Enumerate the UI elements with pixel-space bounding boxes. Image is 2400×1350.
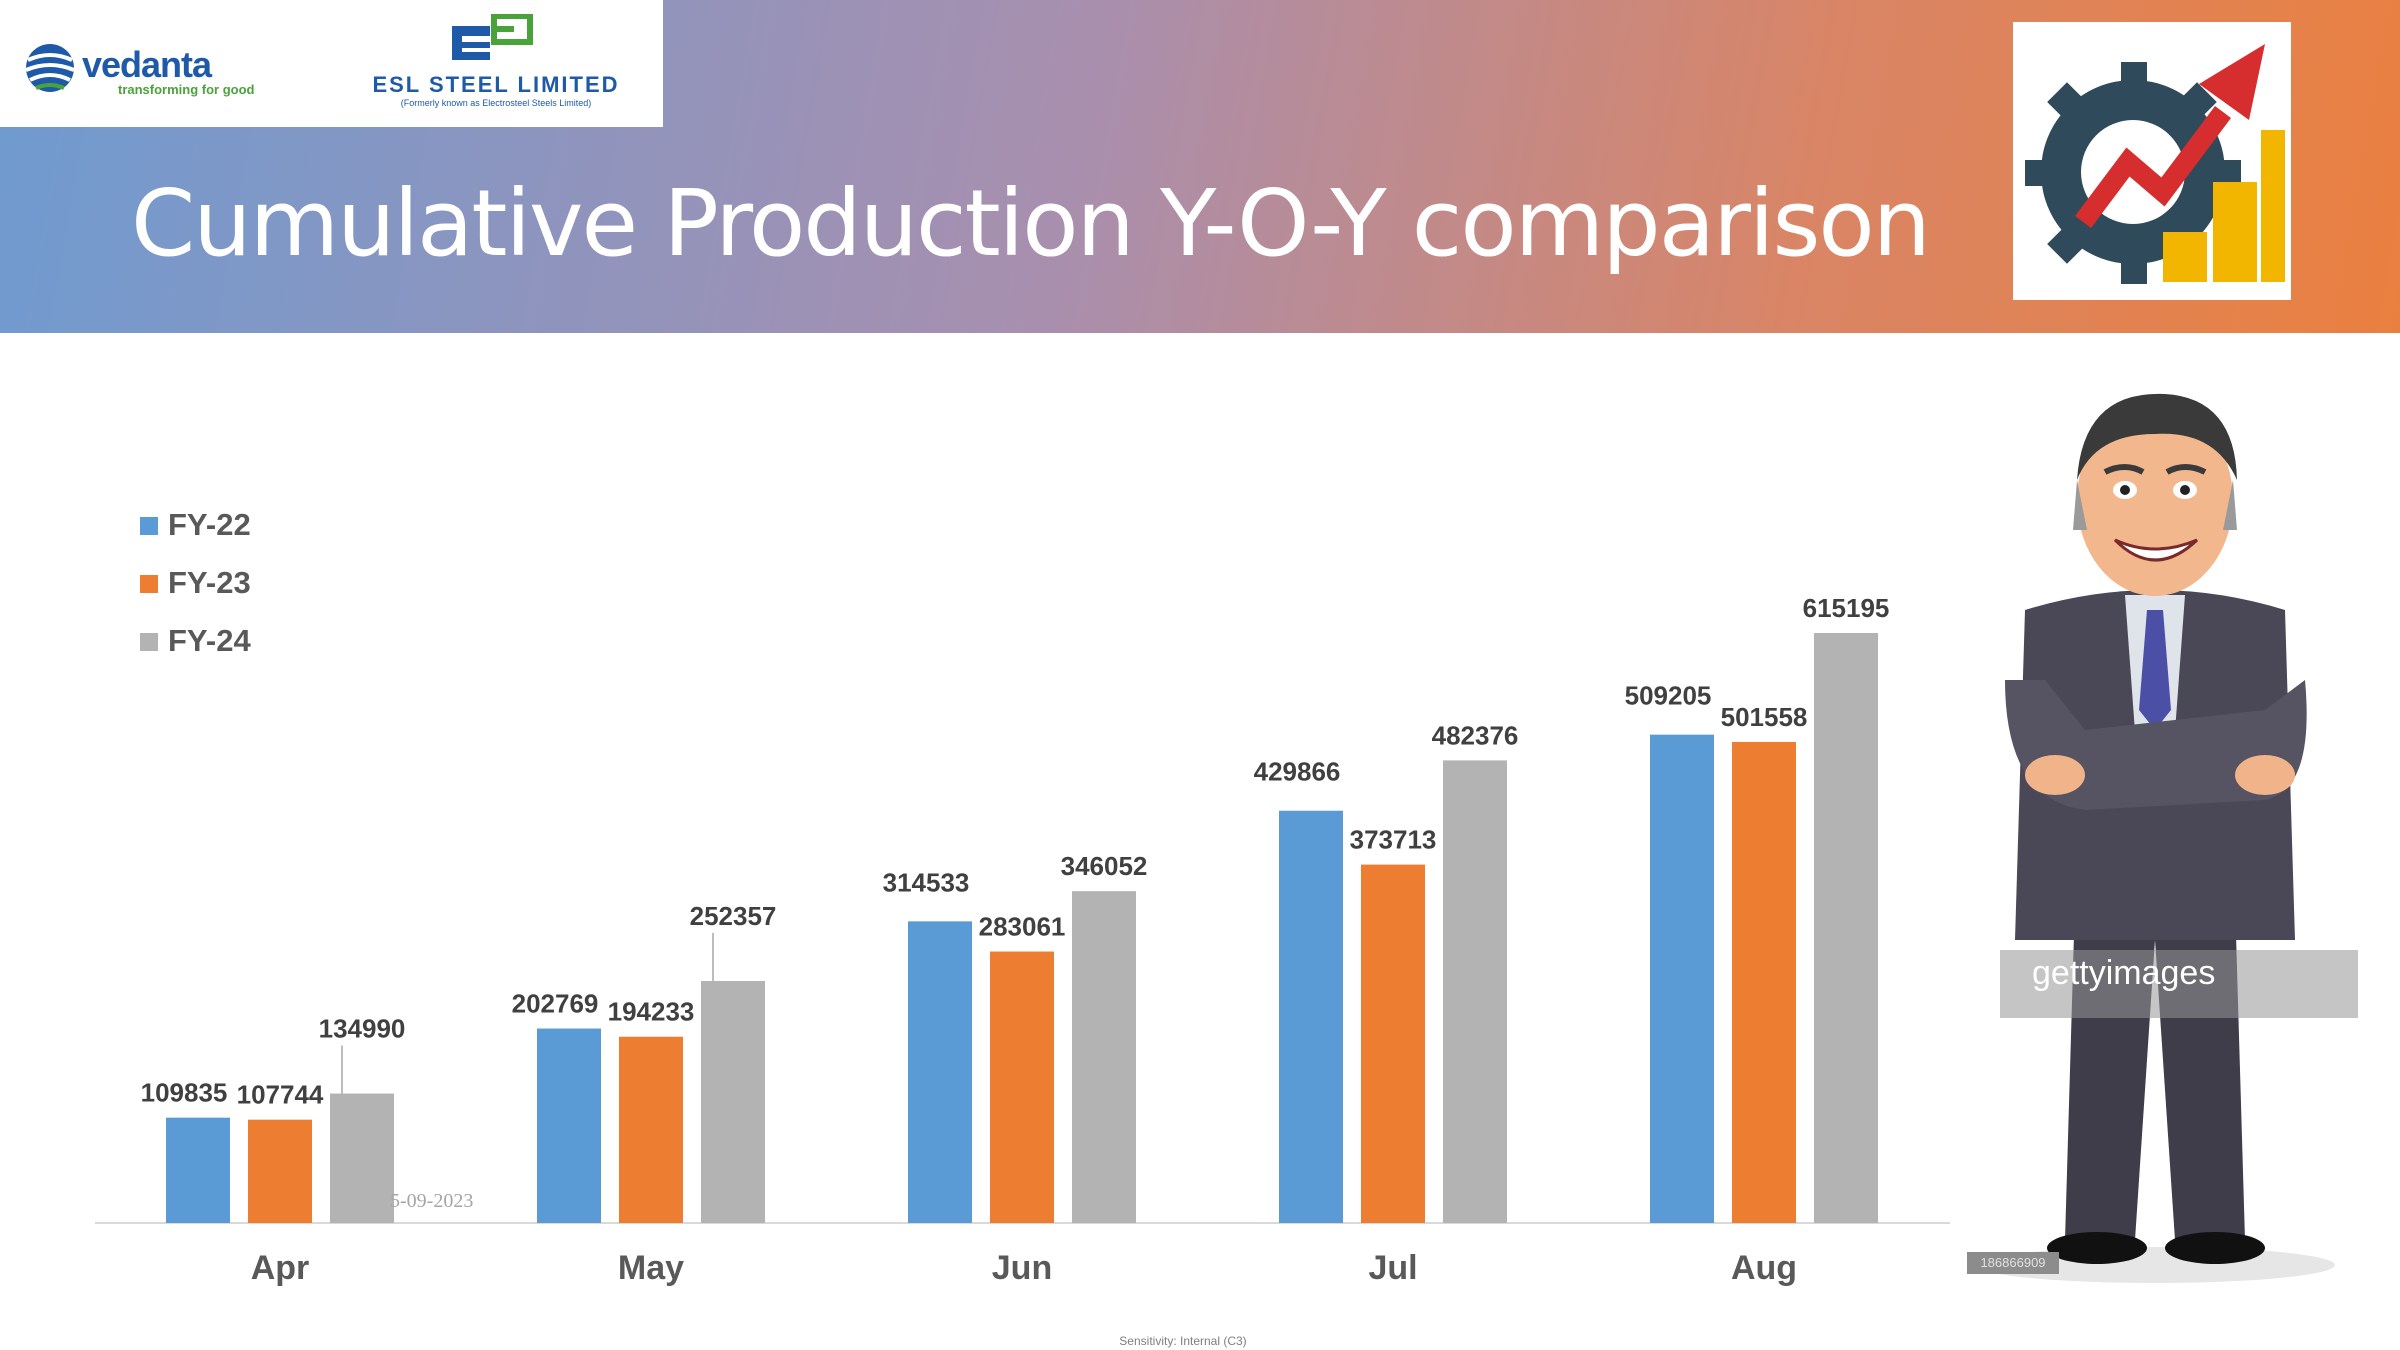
bar-fy-22-jun	[908, 921, 972, 1223]
x-tick-label-apr: Apr	[251, 1249, 310, 1287]
x-tick-label-may: May	[618, 1249, 684, 1287]
legend-label-fy23: FY-23	[168, 565, 251, 600]
data-label-fy-22-apr: 109835	[141, 1078, 228, 1108]
legend-swatch-fy22	[140, 517, 158, 535]
bar-fy-23-aug	[1732, 741, 1796, 1223]
data-label-fy-23-aug: 501558	[1721, 702, 1808, 732]
data-label-fy-24-jul: 482376	[1432, 720, 1519, 750]
vedanta-globe-icon	[25, 44, 75, 92]
esl-wordmark: ESL STEEL LIMITED	[372, 72, 620, 97]
bar-fy-22-apr	[166, 1117, 230, 1223]
bar-fy-22-jul	[1279, 810, 1343, 1223]
bar-fy-23-jul	[1361, 864, 1425, 1223]
vedanta-logo: vedanta transforming for good	[22, 40, 292, 100]
vedanta-tagline: transforming for good	[118, 82, 255, 97]
legend-label-fy24: FY-24	[168, 623, 251, 658]
data-label-fy-23-jun: 283061	[979, 912, 1066, 942]
data-label-fy-24-apr: 134990	[319, 1014, 406, 1044]
bar-fy-22-may	[537, 1028, 601, 1223]
data-label-fy-22-may: 202769	[512, 989, 599, 1019]
data-label-fy-23-apr: 107744	[237, 1080, 324, 1110]
production-bar-chart: 109835 107744 134990 Apr 202769 194233 252357 M…	[95, 593, 1950, 1287]
bar-fy-23-jun	[990, 951, 1054, 1223]
bar-fy-23-may	[619, 1036, 683, 1223]
legend-swatch-fy23	[140, 575, 158, 593]
bar-fy-22-aug	[1650, 734, 1714, 1223]
data-label-fy-23-may: 194233	[608, 997, 695, 1027]
bar-fy-24-jun	[1072, 891, 1136, 1223]
esl-subtitle: (Formerly known as Electrosteel Steels L…	[400, 98, 592, 108]
x-tick-label-jun: Jun	[992, 1249, 1052, 1287]
growth-gear-icon	[2013, 22, 2291, 300]
slide-title: Cumulative Production Y-O-Y comparison	[131, 170, 1931, 277]
data-label-fy-22-jul: 429866	[1254, 757, 1341, 787]
bar-fy-23-apr	[248, 1119, 312, 1223]
data-label-fy-23-jul: 373713	[1350, 825, 1437, 855]
bar-fy-24-jul	[1443, 760, 1507, 1223]
data-label-fy-24-jun: 346052	[1061, 851, 1148, 881]
data-label-fy-22-aug: 509205	[1625, 681, 1712, 711]
bar-fy-24-may	[701, 980, 765, 1223]
getty-image-id: 186866909	[1967, 1252, 2059, 1274]
legend-swatch-fy24	[140, 633, 158, 651]
vedanta-wordmark: vedanta	[82, 44, 212, 85]
x-tick-label-aug: Aug	[1731, 1249, 1797, 1287]
esl-emblem-icon	[452, 14, 533, 60]
data-label-fy-24-aug: 615195	[1803, 593, 1890, 623]
x-tick-label-jul: Jul	[1368, 1249, 1417, 1287]
data-label-fy-22-jun: 314533	[883, 867, 970, 897]
header-banner: vedanta transforming for good ESL STEEL …	[0, 0, 2400, 333]
businessman-illustration	[1965, 380, 2365, 1290]
getty-watermark-text: gettyimages	[2032, 954, 2216, 992]
bar-fy-24-apr	[330, 1093, 394, 1223]
legend-label-fy22: FY-22	[168, 507, 251, 542]
getty-watermark-bar	[2000, 950, 2358, 1018]
esl-logo: ESL STEEL LIMITED (Formerly known as Ele…	[340, 12, 650, 112]
sensitivity-footer: Sensitivity: Internal (C3)	[1119, 1334, 1247, 1348]
logo-panel: vedanta transforming for good ESL STEEL …	[0, 0, 663, 127]
data-label-fy-24-may: 252357	[690, 901, 777, 931]
bar-fy-24-aug	[1814, 633, 1878, 1223]
watermark-date: 5-09-2023	[390, 1190, 474, 1212]
